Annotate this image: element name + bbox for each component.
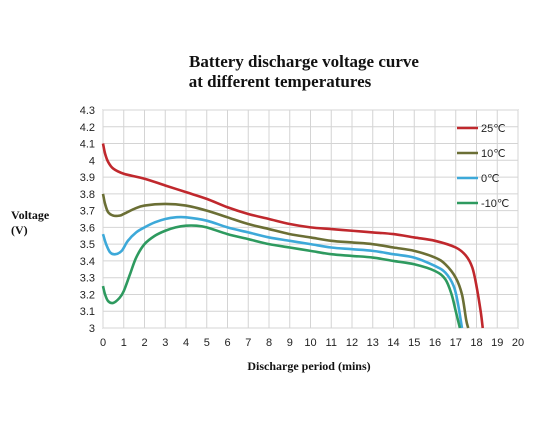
x-tick-label: 13 [367,337,379,349]
x-tick-label: 18 [470,337,482,349]
y-tick-label: 3.6 [80,222,95,234]
x-tick-label: 16 [429,337,441,349]
legend-label-2: 0℃ [481,173,499,185]
legend-label-3: -10℃ [481,198,509,210]
y-tick-label: 3.8 [80,189,95,201]
series-line-1 [101,193,470,329]
x-tick-label: 4 [183,337,189,349]
x-tick-label: 7 [245,337,251,349]
series-lines [101,143,485,329]
y-tick-label: 3.5 [80,239,95,251]
y-tick-label: 4 [89,155,95,167]
y-tick-label: 3.9 [80,172,95,184]
x-axis-label: Discharge period (mins) [247,359,370,373]
x-tick-label: 1 [121,337,127,349]
x-tick-labels: 0 1 2 3 4 5 6 7 8 9 10 11 12 13 14 15 16 17 18 19 20 [100,337,524,349]
x-tick-label: 19 [491,337,503,349]
y-tick-label: 4.2 [80,122,95,134]
y-tick-label: 3.2 [80,289,95,301]
x-tick-label: 3 [162,337,168,349]
x-tick-label: 10 [304,337,316,349]
x-tick-label: 11 [326,337,337,349]
x-tick-label: 17 [450,337,462,349]
y-tick-label: 3 [89,323,95,335]
x-tick-label: 6 [224,337,230,349]
y-tick-label: 3.7 [80,206,95,218]
series-line-0 [101,143,485,329]
x-tick-label: 12 [346,337,358,349]
y-axis-label-line-2: (V) [11,223,28,237]
x-tick-label: 0 [100,337,106,349]
legend: 25℃ 10℃ 0℃ -10℃ [457,123,509,210]
series-line-3 [101,224,462,329]
legend-label-0: 25℃ [481,123,506,135]
legend-label-1: 10℃ [481,148,506,160]
chart-title-line-1: Battery discharge voltage curve [189,52,419,71]
y-tick-label: 3.4 [80,256,95,268]
x-tick-label: 20 [512,337,524,349]
x-tick-label: 5 [204,337,210,349]
grid [102,109,519,329]
x-tick-label: 8 [266,337,272,349]
chart-title-line-2: at different temperatures [189,72,372,91]
y-tick-label: 4.1 [80,139,95,151]
y-axis-label-line-1: Voltage [11,208,50,222]
y-tick-label: 3.3 [80,273,95,285]
series-line-2 [101,215,464,329]
x-tick-label: 9 [287,337,293,349]
x-tick-label: 15 [408,337,420,349]
x-tick-label: 14 [387,337,399,349]
y-tick-label: 3.1 [80,306,95,318]
y-tick-labels: 3 3.1 3.2 3.3 3.4 3.5 3.6 3.7 3.8 3.9 4 4.1 4.2 4.3 [80,105,95,335]
y-tick-label: 4.3 [80,105,95,117]
x-tick-label: 2 [141,337,147,349]
